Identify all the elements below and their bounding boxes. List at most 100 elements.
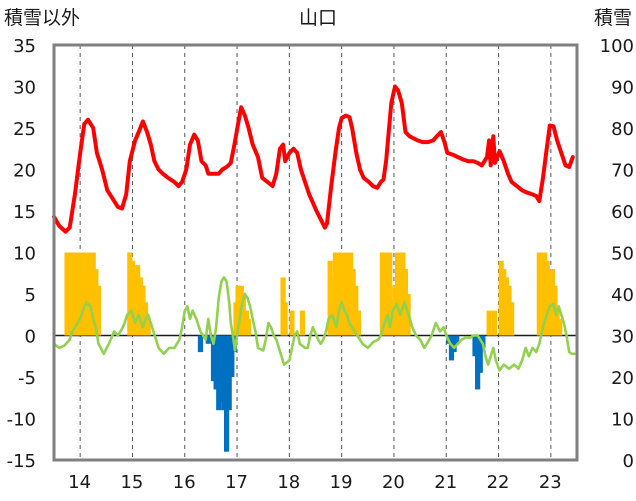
bar (289, 310, 295, 336)
bar (93, 269, 99, 336)
y-tick-label-left: 15 (13, 202, 36, 223)
bar (486, 310, 492, 336)
bar (384, 252, 390, 336)
y-tick-label-left: 20 (13, 161, 36, 182)
bar (67, 252, 73, 336)
y-tick-label-right: 90 (611, 78, 634, 99)
bar (145, 318, 151, 336)
bar (329, 277, 335, 336)
bar (397, 252, 403, 336)
y-tick-label-right: 80 (611, 119, 634, 140)
bar (127, 252, 133, 336)
bar (85, 252, 91, 336)
bar (64, 252, 70, 336)
bar (539, 252, 545, 336)
x-tick-label: 19 (330, 472, 353, 493)
bar (205, 335, 211, 344)
bar (395, 252, 401, 336)
bar (210, 335, 217, 382)
bar (132, 273, 138, 336)
bar (506, 285, 512, 336)
y-tick-label-left: -10 (7, 410, 36, 431)
y-tick-label-right: 60 (611, 202, 634, 223)
y-tick-label-right: 40 (611, 285, 634, 306)
bar (240, 294, 246, 336)
bar-series (64, 252, 563, 452)
bar (501, 269, 507, 336)
bar (355, 310, 361, 336)
y-tick-label-right: 100 (600, 36, 634, 57)
tick-labels: -15 -10 -5 0 5 10 15 20 25 30 35 0 10 20 30 40 50 60 70 80 9… (7, 36, 634, 493)
bar (216, 335, 222, 411)
x-tick-label: 23 (539, 472, 562, 493)
y-tick-label-left: 0 (25, 327, 36, 348)
bar (477, 335, 483, 373)
bar (554, 310, 560, 336)
bar (544, 260, 550, 336)
bar (218, 335, 224, 402)
bar (221, 335, 227, 411)
series-line-green (52, 276, 576, 372)
bar (536, 252, 542, 336)
x-tick-label: 17 (225, 472, 248, 493)
x-tick-label: 21 (434, 472, 457, 493)
bar (342, 252, 348, 336)
bar (498, 260, 504, 336)
bar (509, 302, 515, 336)
bar (387, 252, 393, 336)
bar (350, 269, 356, 336)
y-tick-label-left: 25 (13, 119, 36, 140)
bar (299, 310, 306, 336)
bar (197, 335, 204, 353)
y-axis-label-right: 積雪 (594, 7, 632, 29)
y-tick-label-right: 30 (611, 327, 634, 348)
x-tick-label: 20 (382, 472, 405, 493)
bar (245, 318, 252, 336)
x-tick-label: 15 (120, 472, 143, 493)
bar (557, 318, 563, 336)
series-line-red (52, 84, 575, 234)
bar (451, 335, 457, 353)
bar (334, 252, 341, 336)
bar (491, 310, 497, 336)
bar (337, 252, 343, 336)
bar (353, 285, 359, 336)
y-tick-label-right: 50 (611, 244, 634, 265)
bar (82, 252, 88, 336)
bar (90, 252, 96, 336)
bar (475, 335, 481, 390)
bar (135, 264, 141, 336)
y-tick-label-right: 70 (611, 161, 634, 182)
x-tick-label: 18 (277, 472, 300, 493)
x-tick-label: 16 (173, 472, 196, 493)
bar (472, 335, 478, 357)
bar (213, 335, 219, 390)
y-axis-label-left: 積雪以外 (4, 7, 80, 29)
bar (400, 252, 406, 336)
y-tick-label-left: 30 (13, 78, 36, 99)
bar (77, 252, 83, 336)
x-tick-label: 22 (487, 472, 510, 493)
y-tick-label-right: 20 (611, 368, 634, 389)
x-tick-label: 14 (68, 472, 91, 493)
y-tick-label-right: 10 (611, 410, 634, 431)
line-series (52, 84, 576, 372)
bar (282, 302, 288, 336)
bar (226, 335, 232, 411)
bar (347, 252, 354, 336)
bar (74, 252, 81, 336)
bar (235, 285, 241, 336)
bar (80, 252, 86, 336)
bar (69, 252, 75, 336)
bar (549, 269, 556, 336)
bar (137, 277, 143, 336)
bar (448, 335, 455, 361)
chart-title: 山口 (299, 7, 337, 29)
y-tick-label-left: 5 (25, 285, 36, 306)
bar (381, 260, 388, 336)
bar (223, 335, 230, 452)
bar (129, 260, 136, 336)
y-tick-label-right: 0 (623, 451, 634, 472)
y-tick-label-left: -15 (7, 451, 36, 472)
